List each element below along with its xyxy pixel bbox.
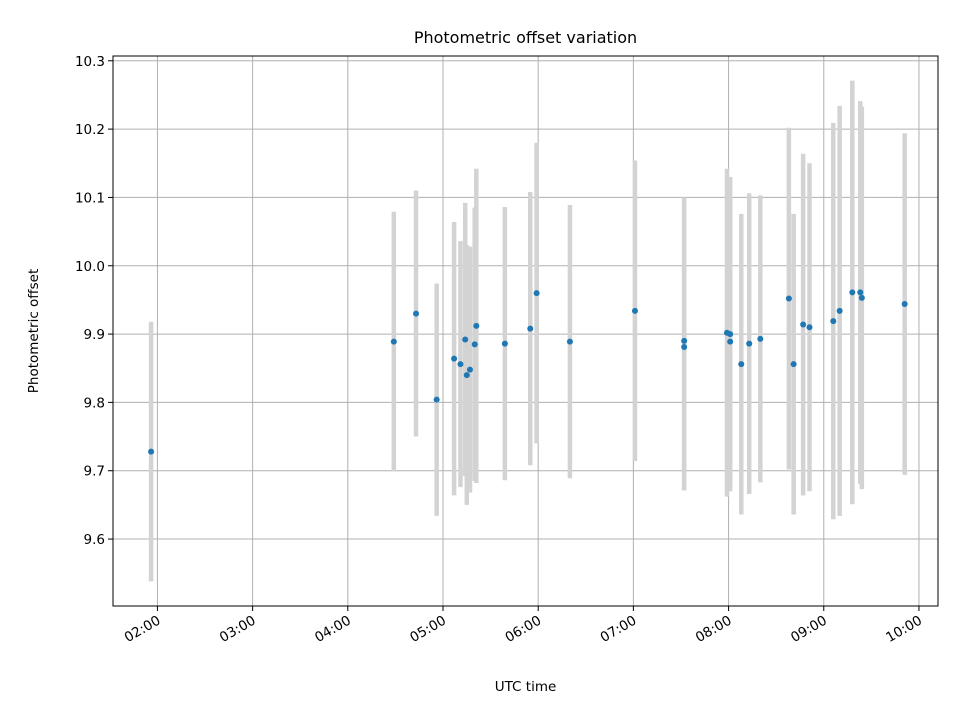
data-point [790,361,797,368]
x-axis-label: UTC time [495,679,557,695]
y-tick-label: 9.9 [84,327,105,343]
y-tick-label: 9.7 [84,464,105,480]
data-point [413,310,420,317]
data-points [148,289,908,455]
chart-title: Photometric offset variation [414,28,637,47]
data-point [433,396,440,403]
data-point [858,294,865,301]
y-tick-label: 10.0 [75,259,105,275]
x-tick-label: 05:00 [407,613,449,646]
x-axis-ticks: 02:00 03:00 04:00 05:00 06:00 07:00 08:00 09:00… [122,606,925,646]
y-tick-label: 9.8 [84,395,105,411]
x-tick-label: 03:00 [217,613,259,646]
data-point [901,301,908,308]
x-tick-label: 10:00 [883,613,925,646]
data-point [857,289,864,296]
data-point [457,361,464,368]
plot-frame [112,55,939,607]
y-tick-label: 9.6 [84,532,105,548]
data-point [757,335,764,342]
data-point [681,344,688,351]
data-point [463,372,470,379]
data-point [800,321,807,328]
data-point [501,340,508,347]
data-point [746,340,753,347]
data-point [471,341,478,348]
x-tick-label: 02:00 [122,613,164,646]
x-tick-label: 07:00 [598,613,640,646]
x-tick-label: 09:00 [788,613,830,646]
y-tick-label: 10.1 [75,190,105,206]
x-tick-label: 06:00 [502,613,544,646]
x-tick-label: 04:00 [312,613,354,646]
y-tick-label: 10.2 [75,122,105,138]
data-point [836,307,843,314]
data-point [681,337,688,344]
data-point [727,338,734,345]
data-point [849,289,856,296]
data-point [785,295,792,302]
y-tick-label: 10.3 [75,54,105,70]
data-point [566,338,573,345]
data-point [830,318,837,325]
data-point [806,324,813,331]
data-point [727,331,734,338]
y-axis-ticks: 9.6 9.7 9.8 9.9 10.0 10.1 10.2 10.3 [75,54,113,548]
data-point [148,448,155,455]
data-point [451,355,458,362]
data-point [466,366,473,373]
data-point [527,325,534,332]
x-tick-label: 08:00 [693,613,735,646]
data-point [631,307,638,314]
data-point [462,336,469,343]
error-bars [148,80,907,582]
y-axis-label: Photometric offset [26,269,42,393]
grid [113,56,938,606]
data-point [738,361,745,368]
data-point [390,338,397,345]
data-point [533,290,540,297]
data-point [473,322,480,329]
